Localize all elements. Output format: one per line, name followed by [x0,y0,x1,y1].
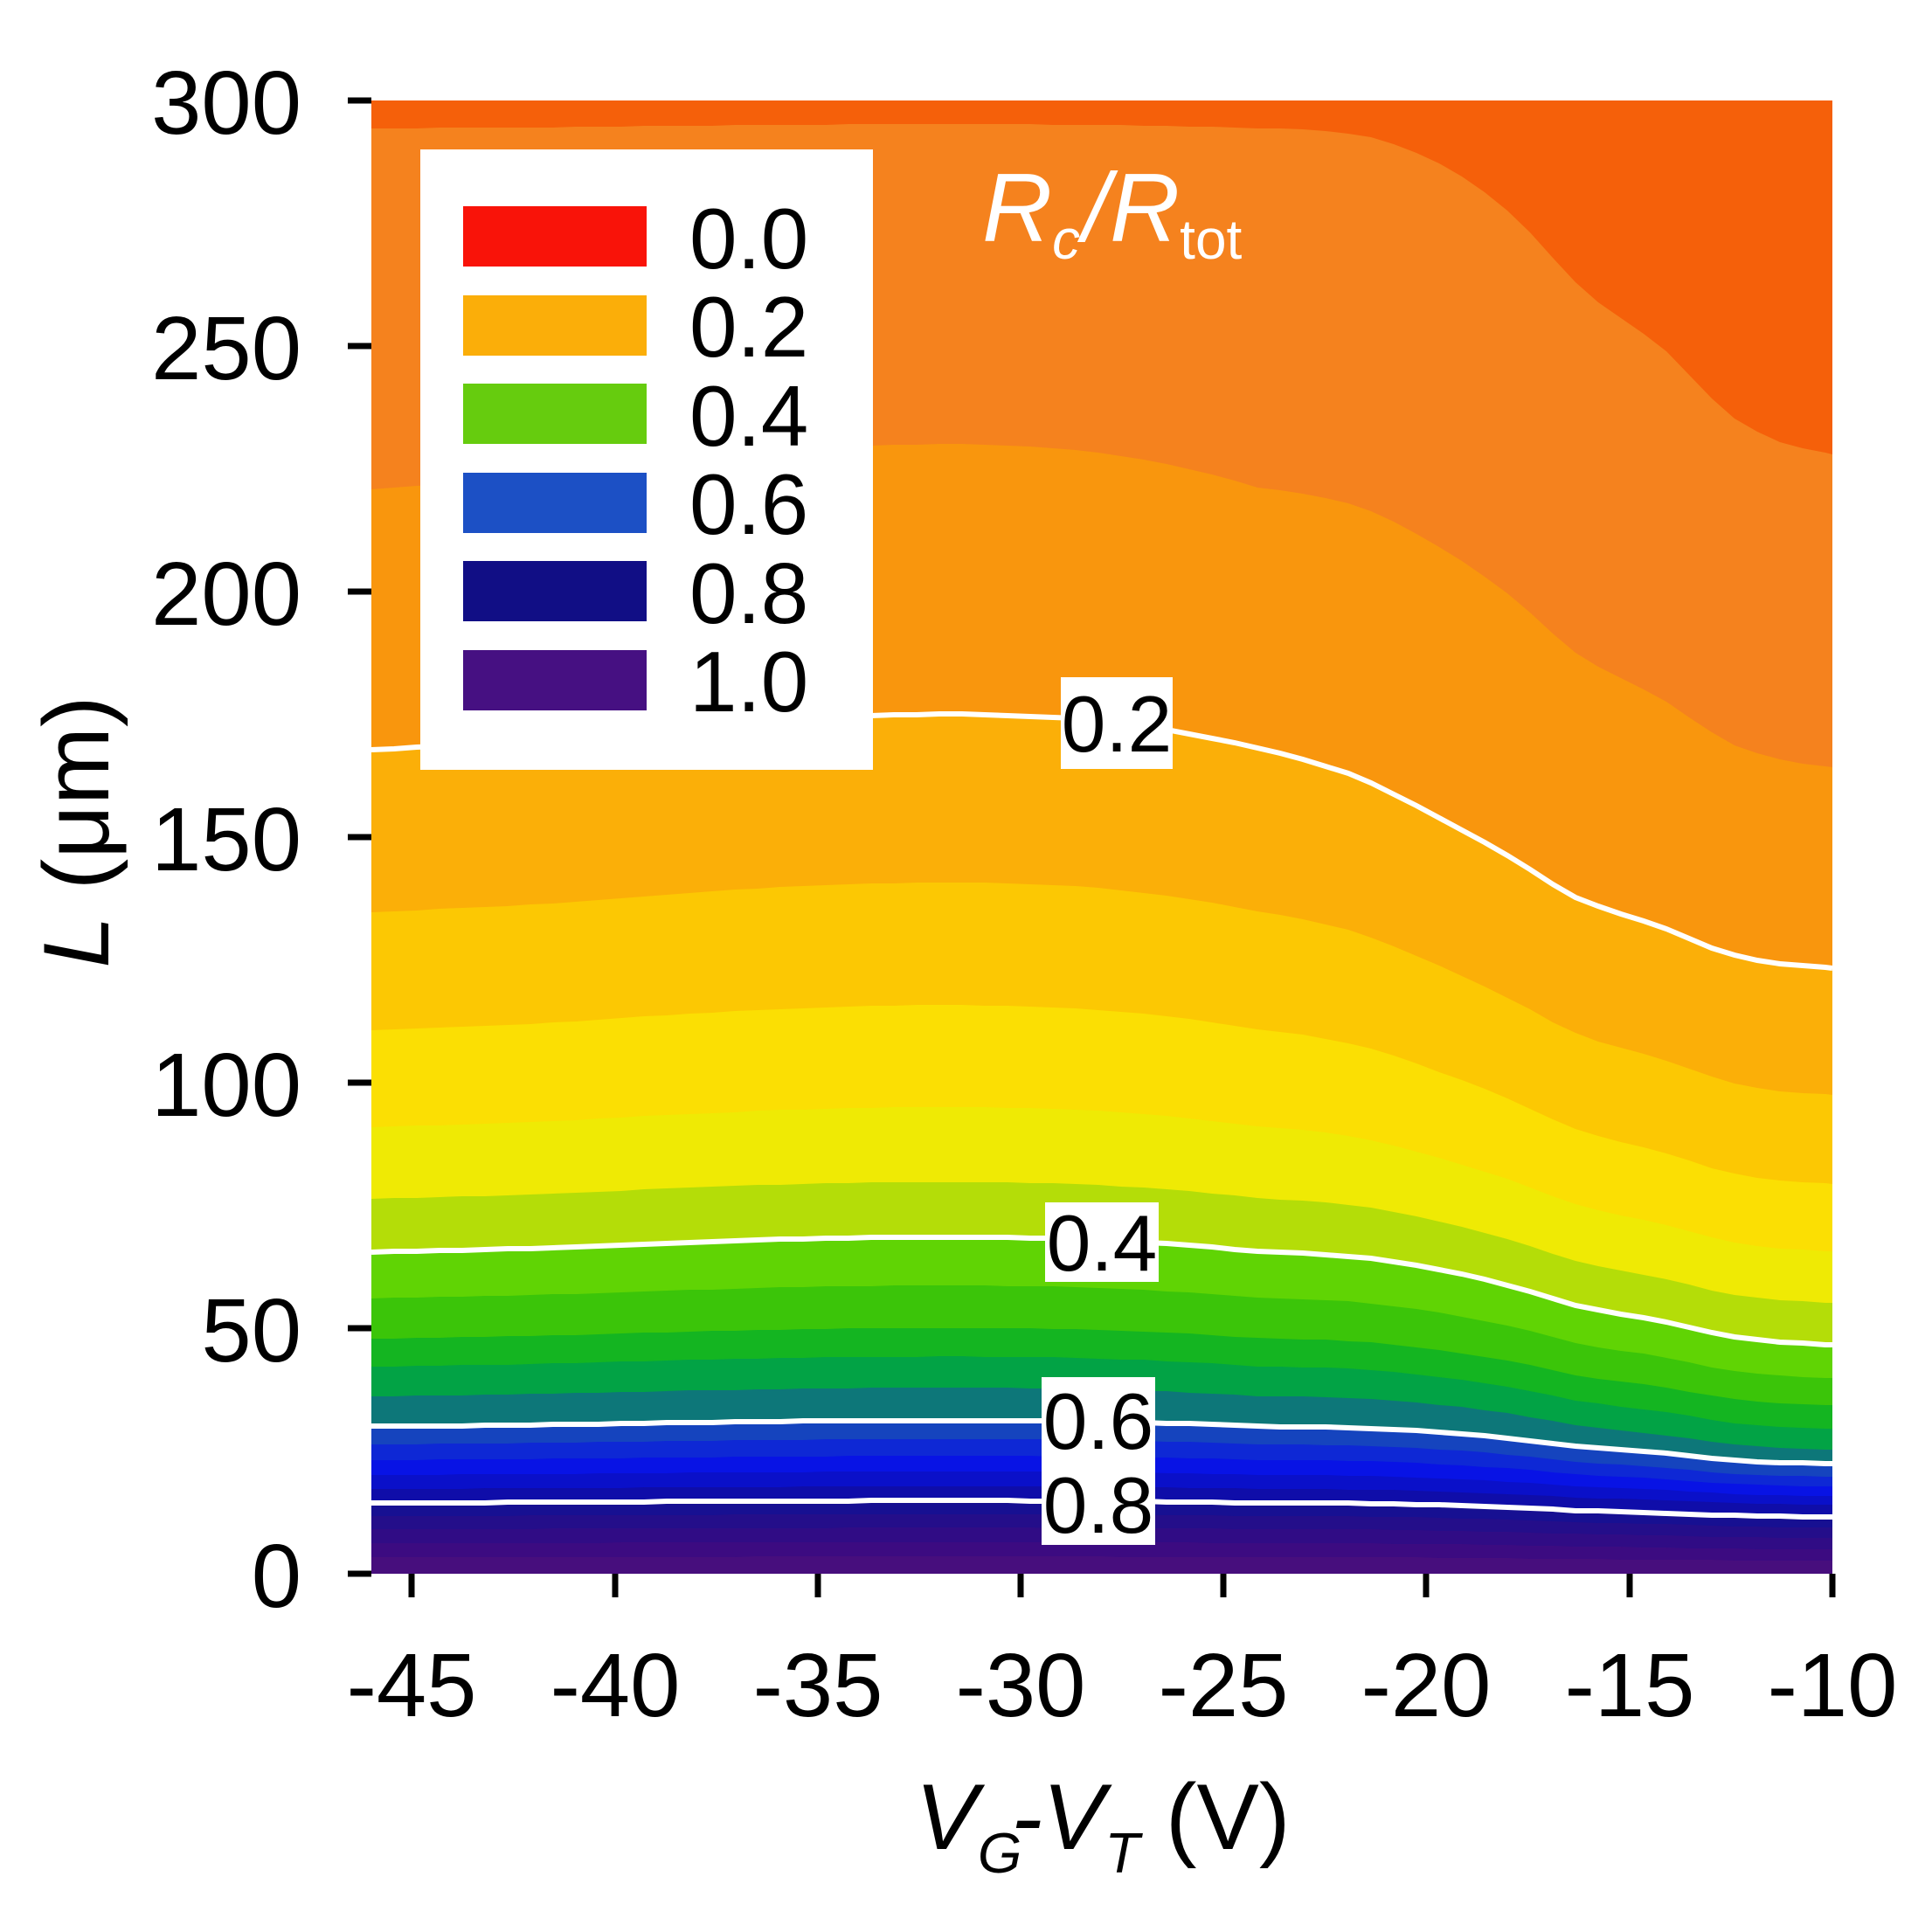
svg-text:0.6: 0.6 [689,456,808,552]
svg-text:0.2: 0.2 [689,279,808,375]
svg-text:0.8: 0.8 [689,545,808,641]
svg-text:0.4: 0.4 [1047,1200,1158,1288]
svg-text:0.8: 0.8 [1043,1462,1154,1550]
svg-text:100: 100 [151,1035,301,1135]
svg-text:L (μm): L (μm) [24,696,128,967]
svg-text:0: 0 [252,1526,301,1626]
svg-text:150: 150 [151,789,301,890]
svg-text:VG-VT (V): VG-VT (V) [915,1764,1290,1885]
svg-text:-15: -15 [1565,1635,1695,1735]
svg-text:200: 200 [151,544,301,644]
svg-text:50: 50 [201,1280,301,1381]
svg-text:0.4: 0.4 [689,368,808,464]
svg-text:0.0: 0.0 [689,190,808,287]
svg-text:-40: -40 [551,1635,681,1735]
svg-text:-45: -45 [347,1635,477,1735]
svg-text:250: 250 [151,298,301,398]
svg-text:0.2: 0.2 [1062,681,1173,769]
svg-text:-25: -25 [1159,1635,1289,1735]
svg-text:1.0: 1.0 [689,634,808,730]
svg-text:0.6: 0.6 [1043,1378,1154,1466]
svg-text:300: 300 [151,52,301,153]
svg-text:-35: -35 [753,1635,883,1735]
svg-text:-20: -20 [1361,1635,1492,1735]
svg-text:-30: -30 [956,1635,1086,1735]
svg-text:-10: -10 [1768,1635,1898,1735]
